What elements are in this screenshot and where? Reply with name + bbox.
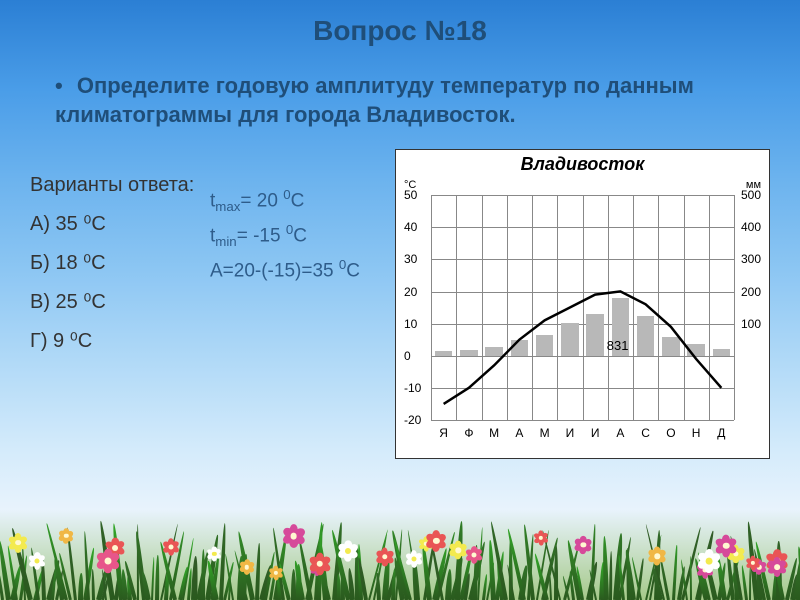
calc-tmax: tmax= 20 0С [210, 187, 390, 214]
annual-precip-label: 831 [607, 338, 629, 353]
question-text: • Определите годовую амплитуду температу… [0, 47, 800, 139]
answers-label: Варианты ответа: [30, 174, 210, 197]
answer-a: А) 35 ⁰С [30, 211, 210, 236]
question-content: Определите годовую амплитуду температур … [55, 73, 694, 127]
answer-d: Г) 9 ⁰С [30, 328, 210, 353]
climograph-chart: Владивосток °C мм 831 ЯФМАМИИАСОНД -20-1… [395, 149, 770, 459]
grid-container: 831 [431, 195, 734, 420]
month-labels: ЯФМАМИИАСОНД [431, 426, 734, 440]
answer-c: В) 25 ⁰С [30, 289, 210, 314]
chart-area: °C мм 831 ЯФМАМИИАСОНД -20-1001020304050… [396, 177, 769, 452]
grass-decoration [0, 505, 800, 600]
calc-amplitude: А=20-(-15)=35 0С [210, 257, 390, 282]
calc-tmin: tmin= -15 0С [210, 222, 390, 249]
bullet: • [55, 73, 63, 98]
answers-column: Варианты ответа: А) 35 ⁰С Б) 18 ⁰С В) 25… [30, 149, 210, 459]
calculations-column: tmax= 20 0С tmin= -15 0С А=20-(-15)=35 0… [210, 149, 390, 459]
slide-title: Вопрос №18 [0, 0, 800, 47]
content-row: Варианты ответа: А) 35 ⁰С Б) 18 ⁰С В) 25… [0, 149, 800, 459]
chart-title: Владивосток [396, 150, 769, 177]
answer-b: Б) 18 ⁰С [30, 250, 210, 275]
